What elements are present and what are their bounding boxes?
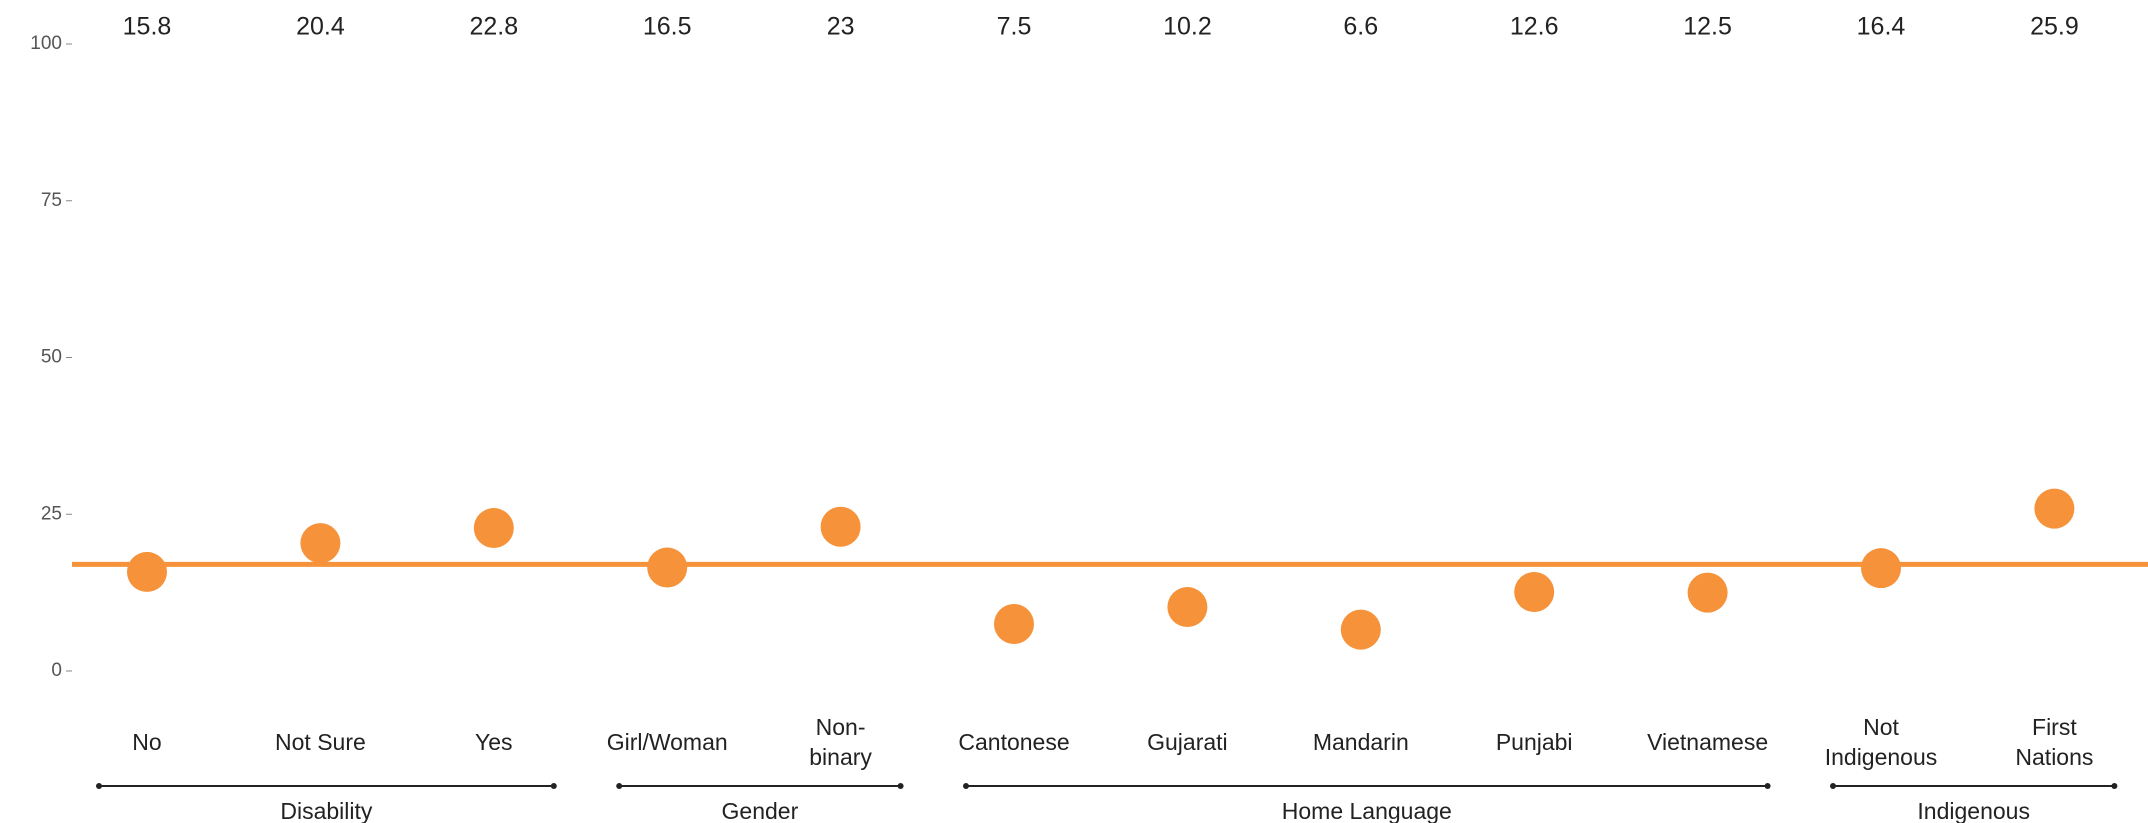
y-tick-label: 25 (41, 503, 62, 524)
x-tick-label: Girl/Woman (606, 729, 728, 755)
x-tick-label: Not Sure (275, 729, 366, 755)
group-label: Indigenous (1917, 798, 2030, 823)
mean-dot (473, 508, 514, 549)
x-tick-label: First Nations (2015, 714, 2094, 770)
y-tick-label: 50 (41, 347, 62, 368)
mean-label: 16.4 (1857, 13, 1906, 41)
x-tick-label: Cantonese (958, 729, 1070, 755)
mean-label: 22.8 (469, 13, 518, 41)
x-tick-label: Gujarati (1147, 729, 1228, 755)
x-tick-label: Punjabi (1495, 729, 1573, 755)
y-tick-label: 0 (51, 660, 62, 681)
mean-label: 23 (827, 13, 855, 41)
bracket-end (1764, 783, 1771, 789)
mean-label: 6.6 (1343, 13, 1378, 41)
bracket-end (897, 783, 904, 789)
bracket-end (96, 783, 102, 789)
x-tick-label: Non- binary (809, 714, 872, 770)
mean-dot (2034, 488, 2075, 529)
mean-label: 16.5 (643, 13, 692, 41)
mean-dot (1340, 609, 1381, 650)
x-tick-label: Yes (475, 729, 513, 755)
bracket-end (550, 783, 557, 789)
bracket-end (963, 783, 969, 789)
mean-dot (300, 523, 341, 564)
bracket-end (2111, 783, 2118, 789)
group-label: Home Language (1281, 798, 1452, 823)
mean-label: 25.9 (2030, 13, 2079, 41)
mean-label: 7.5 (997, 13, 1032, 41)
x-tick-label: Not Indigenous (1824, 714, 1938, 770)
mean-label: 12.6 (1510, 13, 1559, 41)
bracket-end (616, 783, 623, 789)
bracket-end (1830, 783, 1836, 789)
mean-dot (647, 547, 688, 588)
mean-label: 15.8 (123, 13, 172, 41)
y-tick-label: 100 (30, 33, 62, 54)
mean-dot (1861, 548, 1901, 589)
mean-dot (994, 603, 1034, 644)
mean-label: 20.4 (296, 13, 345, 41)
x-tick-label: Mandarin (1312, 729, 1409, 755)
mean-dot (1167, 587, 1208, 628)
mean-label: 12.5 (1683, 13, 1732, 41)
x-tick-label: Vietnamese (1647, 729, 1769, 755)
group-label: Disability (280, 798, 373, 823)
mean-dot (1514, 571, 1555, 612)
x-tick-label: No (132, 729, 162, 755)
group-label: Gender (721, 798, 799, 823)
mean-label: 10.2 (1163, 13, 1212, 41)
mean-dot (1687, 572, 1728, 613)
y-tick-label: 75 (41, 190, 62, 211)
mean-dot (127, 551, 167, 592)
mean-dot (820, 506, 861, 547)
